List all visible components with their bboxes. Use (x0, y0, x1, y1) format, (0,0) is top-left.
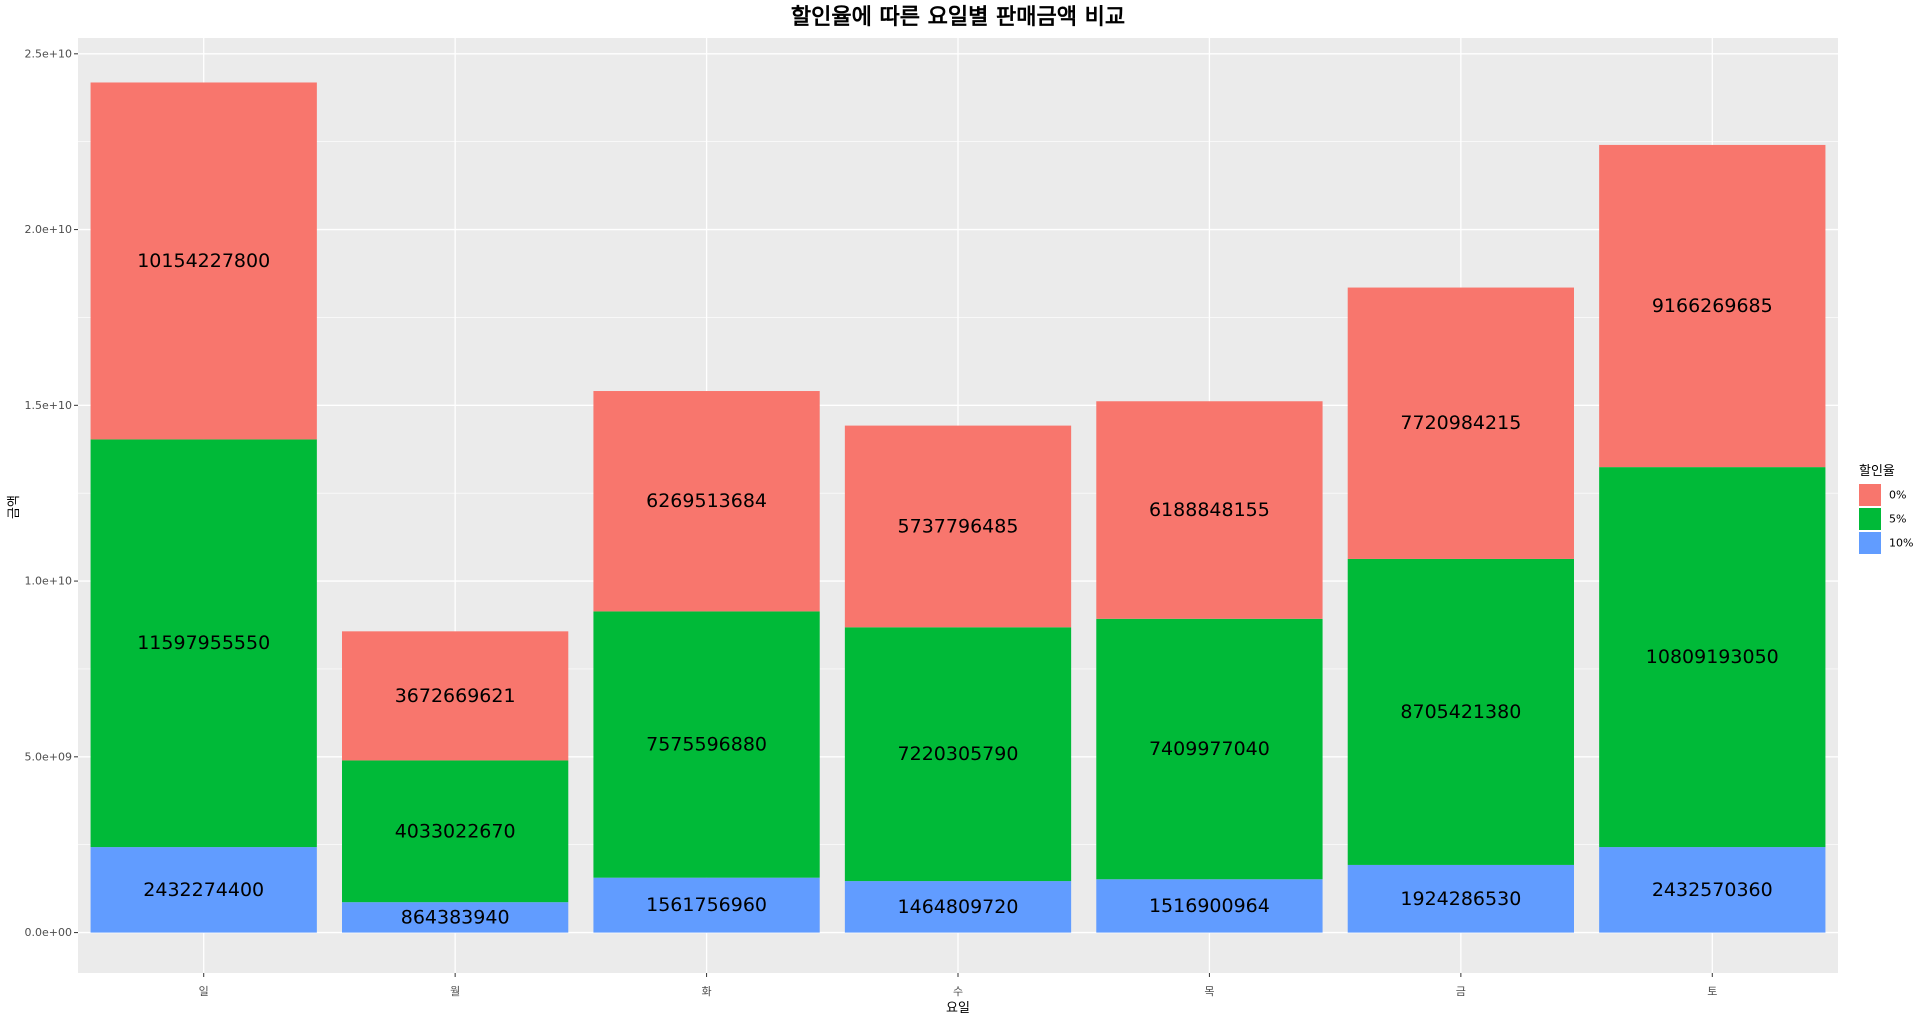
bar-segment (593, 391, 820, 612)
bar-segment (342, 631, 569, 761)
legend-swatch (1859, 532, 1881, 554)
y-tick-label: 0.0e+00 (25, 926, 72, 939)
legend-label: 0% (1889, 489, 1906, 502)
bar-segment (1347, 287, 1574, 559)
bar-value-label: 1924286530 (1400, 888, 1521, 910)
x-tick-label: 금 (1456, 985, 1466, 998)
bar-segment (1096, 618, 1323, 880)
bar-segment (844, 425, 1072, 628)
bars (90, 82, 1826, 933)
bar-segment (90, 439, 317, 848)
bar-segment (90, 82, 317, 440)
y-tick-label: 2.0e+10 (25, 223, 72, 236)
bar-value-label: 5737796485 (898, 515, 1019, 537)
bar-segment (1599, 847, 1826, 933)
bar-value-label: 1516900964 (1149, 895, 1270, 917)
x-tick-label: 토 (1707, 985, 1717, 998)
legend-swatch (1859, 484, 1881, 506)
y-axis-title: 금액 (7, 495, 22, 519)
bar-segment (844, 881, 1072, 933)
bar-value-label: 2432570360 (1652, 879, 1773, 901)
bar-value-label: 8705421380 (1400, 701, 1521, 723)
bar-segment (844, 627, 1072, 882)
x-tick-label: 일 (199, 984, 209, 998)
bar-value-label: 9166269685 (1652, 295, 1773, 317)
bar-segment (1599, 144, 1826, 468)
bar-segment (90, 847, 317, 933)
legend-swatch (1859, 508, 1881, 530)
legend-title: 할인율 (1859, 464, 1895, 479)
bar-value-label: 10154227800 (137, 250, 270, 272)
bar-value-label: 11597955550 (137, 632, 270, 654)
bar-value-label: 6188848155 (1149, 499, 1270, 521)
bar-segment (1347, 558, 1574, 865)
bar-value-label: 864383940 (401, 906, 510, 928)
bar-value-label: 1561756960 (646, 894, 767, 916)
y-tick-label: 2.5e+10 (25, 47, 72, 60)
bar-value-label: 4033022670 (395, 820, 516, 842)
legend-label: 10% (1889, 537, 1913, 550)
bar-value-label: 7220305790 (898, 743, 1019, 765)
bar-segment (1347, 864, 1574, 933)
bar-value-label: 3672669621 (395, 685, 516, 707)
bar-value-label: 6269513684 (646, 490, 767, 512)
bar-segment (593, 611, 820, 878)
chart-title: 할인율에 따른 요일별 판매금액 비교 (791, 5, 1125, 30)
bar-value-label: 7409977040 (1149, 738, 1270, 760)
bar-value-label: 2432274400 (143, 879, 264, 901)
x-axis-title: 요일 (946, 1001, 970, 1016)
bar-segment (593, 877, 820, 933)
bar-value-label: 7575596880 (646, 734, 767, 756)
bar-value-label: 10809193050 (1646, 646, 1779, 668)
bar-segment (1599, 467, 1826, 848)
y-tick-label: 1.5e+10 (25, 399, 72, 412)
legend-label: 5% (1889, 513, 1906, 526)
x-tick-label: 수 (953, 985, 963, 998)
x-tick-label: 화 (702, 985, 712, 998)
y-tick-label: 5.0e+09 (25, 750, 72, 763)
y-axis: 0.0e+00 5.0e+09 1.0e+10 1.5e+10 2.0e+10 2.5e+… (25, 47, 78, 939)
x-tick-label: 목 (1204, 985, 1214, 998)
legend: 할인율 0% 5% 10% (1859, 464, 1913, 554)
x-tick-label: 월 (450, 985, 460, 998)
bar-value-labels: 2432274400 11597955550 10154227800 86438394… (137, 250, 1779, 928)
bar-segment (1096, 401, 1323, 619)
bar-value-label: 1464809720 (898, 896, 1019, 918)
bar-value-label: 7720984215 (1400, 412, 1521, 434)
bar-segment (1096, 879, 1323, 933)
bar-segment (342, 902, 569, 933)
bar-segment (342, 760, 569, 903)
y-tick-label: 1.0e+10 (25, 575, 72, 588)
